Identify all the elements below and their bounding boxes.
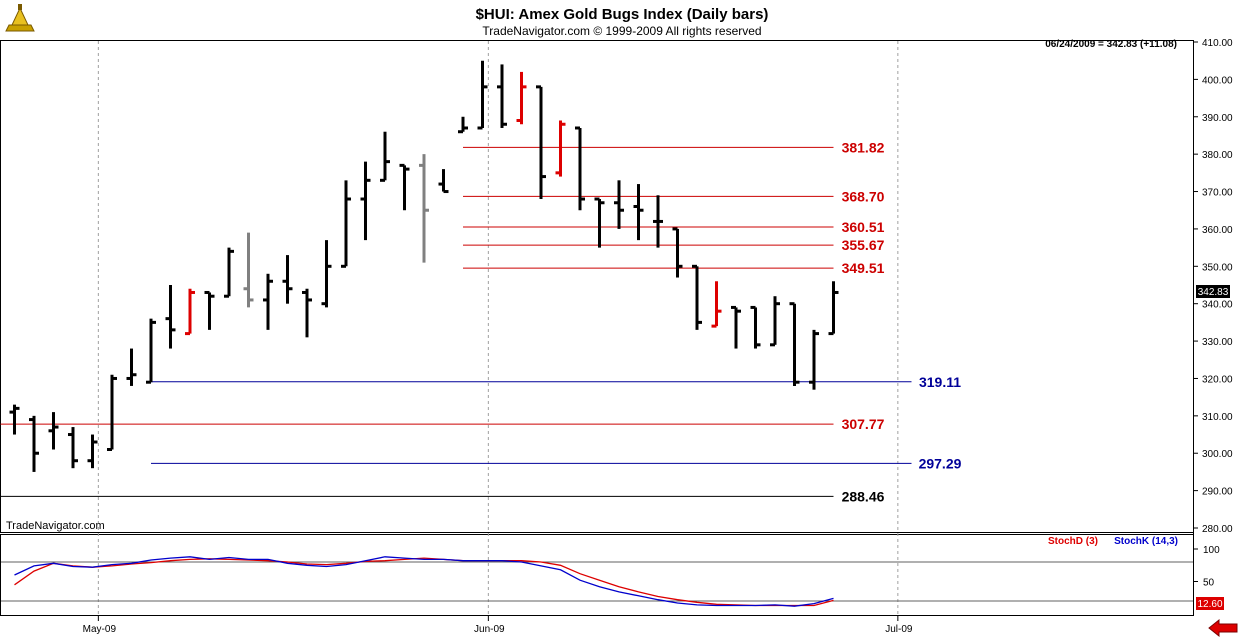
price-bar <box>380 131 390 182</box>
price-bar <box>204 290 215 330</box>
price-bar <box>87 434 98 469</box>
level-label: 307.77 <box>842 416 885 432</box>
stochastic-panel <box>1 556 1193 607</box>
price-bar <box>165 285 176 349</box>
price-bar <box>672 227 683 278</box>
y-tick-label: 370.00 <box>1202 188 1233 199</box>
y-tick-label: 300.00 <box>1202 449 1233 460</box>
watermark: TradeNavigator.com <box>6 520 105 532</box>
price-bar <box>575 126 585 211</box>
price-bar <box>185 288 195 336</box>
x-tick-label: May-09 <box>83 624 117 635</box>
price-bar <box>146 318 156 384</box>
price-bar <box>711 281 722 328</box>
price-bar <box>48 412 59 450</box>
price-bar <box>243 232 254 308</box>
price-bar <box>633 184 644 241</box>
price-bar <box>692 264 702 330</box>
y-tick-label: 390.00 <box>1202 113 1233 124</box>
level-label: 288.46 <box>842 488 885 504</box>
x-tick-label: Jul-09 <box>885 624 913 635</box>
stoch-last-box <box>1196 597 1224 610</box>
price-bar <box>321 240 332 308</box>
logo-icon <box>5 4 35 32</box>
price-bar <box>653 195 663 248</box>
price-bar <box>107 374 117 451</box>
last-price-box <box>1196 285 1230 298</box>
level-label: 360.51 <box>842 219 885 235</box>
chart-subtitle: TradeNavigator.com © 1999-2009 All right… <box>482 24 761 38</box>
legend-stochd: StochD (3) <box>1048 536 1098 547</box>
price-bar <box>594 197 605 248</box>
price-bar <box>224 247 234 298</box>
y-tick-label: 410.00 <box>1202 38 1233 49</box>
price-bar <box>263 273 273 330</box>
level-label: 319.11 <box>919 374 961 390</box>
price-bar <box>497 64 507 128</box>
price-bar <box>809 329 819 390</box>
vertical-gridlines <box>97 41 899 615</box>
stoch-line <box>14 557 834 607</box>
y-tick-label: 400.00 <box>1202 75 1233 86</box>
price-bar <box>341 180 351 268</box>
level-label: 297.29 <box>919 455 962 471</box>
price-bar <box>9 404 20 435</box>
price-bar <box>419 154 429 263</box>
price-bar <box>68 427 78 469</box>
fib-levels: 381.82 368.70 360.51 355.67 349.51 319.11 307.… <box>0 139 962 504</box>
stoch-tick-label: 50 <box>1203 578 1215 589</box>
price-bar <box>770 296 780 347</box>
price-readout: 06/24/2009 = 342.83 (+11.08) <box>1045 39 1177 50</box>
y-tick-label: 340.00 <box>1202 300 1233 311</box>
y-tick-label: 330.00 <box>1202 337 1233 348</box>
stoch-last-label: 12.60 <box>1197 599 1222 610</box>
price-bar <box>614 180 624 229</box>
chart-title: $HUI: Amex Gold Bugs Index (Daily bars) <box>476 6 769 23</box>
last-price-label: 342.83 <box>1198 287 1229 298</box>
y-tick-label: 380.00 <box>1202 150 1233 161</box>
y-tick-label: 350.00 <box>1202 262 1233 273</box>
price-bar <box>536 85 546 200</box>
stoch-panel-frame <box>0 534 1194 616</box>
price-bar <box>29 415 39 472</box>
price-bar <box>750 305 761 349</box>
price-panel-frame <box>0 40 1194 533</box>
level-label: 381.82 <box>842 139 885 155</box>
price-axis: 280.00 290.00 300.00 310.00 320.00 330.00 340.… <box>1193 38 1233 535</box>
price-bar <box>789 302 800 386</box>
price-bar <box>360 161 371 241</box>
x-tick-label: Jun-09 <box>474 624 505 635</box>
stoch-line <box>14 556 834 607</box>
price-bars <box>9 60 839 472</box>
red-left-arrow-icon[interactable] <box>1208 618 1238 638</box>
legend-stochk: StochK (14,3) <box>1114 536 1178 547</box>
price-bar <box>477 60 488 130</box>
price-bar <box>828 281 839 336</box>
stoch-tick-label: 100 <box>1203 545 1220 556</box>
y-tick-label: 290.00 <box>1202 487 1233 498</box>
x-axis: May-09 Jun-09 Jul-09 <box>83 616 913 635</box>
y-tick-label: 310.00 <box>1202 412 1233 423</box>
price-bar <box>555 120 566 177</box>
price-bar <box>126 348 137 386</box>
price-bar <box>282 255 293 304</box>
price-bar <box>302 288 312 338</box>
price-bar <box>731 305 741 349</box>
price-bar <box>458 116 468 134</box>
y-tick-label: 320.00 <box>1202 374 1233 385</box>
level-label: 349.51 <box>842 260 885 276</box>
stoch-axis: 50 100 <box>1193 545 1220 589</box>
level-label: 355.67 <box>842 237 885 253</box>
y-tick-label: 280.00 <box>1202 524 1233 535</box>
price-bar <box>399 163 410 211</box>
y-tick-label: 360.00 <box>1202 225 1233 236</box>
level-label: 368.70 <box>842 188 885 204</box>
price-bar <box>438 169 449 194</box>
price-bar <box>516 71 527 125</box>
